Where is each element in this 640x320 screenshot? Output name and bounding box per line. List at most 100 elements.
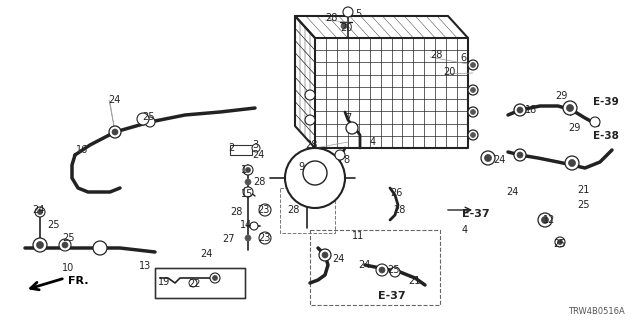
Text: E-37: E-37 xyxy=(378,291,406,301)
Circle shape xyxy=(305,90,315,100)
Text: 4: 4 xyxy=(370,137,376,147)
Circle shape xyxy=(468,107,478,117)
Text: 3: 3 xyxy=(252,140,258,150)
Text: 25: 25 xyxy=(47,220,60,230)
Circle shape xyxy=(35,207,45,217)
Circle shape xyxy=(93,241,107,255)
Text: 25: 25 xyxy=(142,112,154,122)
Circle shape xyxy=(250,222,258,230)
Circle shape xyxy=(566,105,573,111)
Circle shape xyxy=(246,167,250,172)
Text: 15: 15 xyxy=(241,189,253,199)
Text: 24: 24 xyxy=(506,187,518,197)
Circle shape xyxy=(541,217,548,223)
Text: 24: 24 xyxy=(32,205,44,215)
Circle shape xyxy=(555,237,565,247)
Circle shape xyxy=(470,132,476,138)
Text: 21: 21 xyxy=(408,276,420,286)
Circle shape xyxy=(262,207,268,213)
Text: 24: 24 xyxy=(358,260,371,270)
Text: 11: 11 xyxy=(352,231,364,241)
Text: 28: 28 xyxy=(393,205,405,215)
Circle shape xyxy=(259,204,271,216)
Circle shape xyxy=(112,129,118,135)
Bar xyxy=(280,188,335,233)
Text: 9: 9 xyxy=(298,162,304,172)
Text: 6: 6 xyxy=(460,53,466,63)
Circle shape xyxy=(484,155,492,162)
Text: 24: 24 xyxy=(332,254,344,264)
Text: 5: 5 xyxy=(355,9,361,19)
Text: 28: 28 xyxy=(230,207,243,217)
Bar xyxy=(230,145,252,155)
Text: 1: 1 xyxy=(241,165,247,175)
Circle shape xyxy=(189,279,197,287)
Text: 7: 7 xyxy=(345,113,351,123)
Text: 28: 28 xyxy=(430,50,442,60)
Text: FR.: FR. xyxy=(68,276,88,286)
Text: 24: 24 xyxy=(200,249,212,259)
Circle shape xyxy=(590,117,600,127)
Circle shape xyxy=(481,151,495,165)
Circle shape xyxy=(259,232,271,244)
Text: E-39: E-39 xyxy=(593,97,619,107)
Circle shape xyxy=(538,213,552,227)
Circle shape xyxy=(243,187,253,197)
Circle shape xyxy=(285,148,345,208)
Circle shape xyxy=(379,267,385,273)
Circle shape xyxy=(36,242,44,249)
Text: TRW4B0516A: TRW4B0516A xyxy=(568,308,625,316)
Text: 28: 28 xyxy=(305,140,317,150)
Text: 23: 23 xyxy=(257,205,269,215)
Text: 28: 28 xyxy=(253,177,266,187)
Circle shape xyxy=(245,235,251,241)
Text: 18: 18 xyxy=(525,105,537,115)
Circle shape xyxy=(468,85,478,95)
Text: 25: 25 xyxy=(62,233,74,243)
Text: 24: 24 xyxy=(108,95,120,105)
Circle shape xyxy=(335,150,345,160)
Circle shape xyxy=(468,60,478,70)
Circle shape xyxy=(470,109,476,115)
Text: 19: 19 xyxy=(158,277,170,287)
Text: 12: 12 xyxy=(543,215,556,225)
Text: 23: 23 xyxy=(258,233,270,243)
Circle shape xyxy=(346,122,358,134)
Text: 29: 29 xyxy=(555,91,568,101)
Text: 16: 16 xyxy=(76,145,88,155)
Text: 21: 21 xyxy=(577,185,589,195)
Bar xyxy=(155,268,245,298)
Text: 28: 28 xyxy=(325,13,337,23)
Circle shape xyxy=(303,161,327,185)
Circle shape xyxy=(137,113,149,125)
Circle shape xyxy=(38,210,42,214)
Circle shape xyxy=(563,101,577,115)
Text: 26: 26 xyxy=(390,188,403,198)
Circle shape xyxy=(62,242,68,248)
Circle shape xyxy=(212,276,218,281)
Text: 13: 13 xyxy=(139,261,151,271)
Circle shape xyxy=(109,126,121,138)
Text: 4: 4 xyxy=(462,225,468,235)
Circle shape xyxy=(514,149,526,161)
Circle shape xyxy=(343,7,353,17)
Circle shape xyxy=(470,62,476,68)
Text: 22: 22 xyxy=(188,279,200,289)
Circle shape xyxy=(470,87,476,92)
Text: 10: 10 xyxy=(62,263,74,273)
Circle shape xyxy=(557,239,563,244)
Circle shape xyxy=(322,252,328,258)
Text: 20: 20 xyxy=(340,23,353,33)
Circle shape xyxy=(210,273,220,283)
Text: 25: 25 xyxy=(577,200,589,210)
Circle shape xyxy=(568,159,575,166)
Circle shape xyxy=(252,144,260,152)
Circle shape xyxy=(319,249,331,261)
Text: 25: 25 xyxy=(387,265,399,275)
Circle shape xyxy=(341,23,347,29)
Text: 14: 14 xyxy=(240,220,252,230)
Text: 2: 2 xyxy=(228,143,234,153)
Text: 28: 28 xyxy=(287,205,300,215)
Circle shape xyxy=(145,117,155,127)
Circle shape xyxy=(33,238,47,252)
